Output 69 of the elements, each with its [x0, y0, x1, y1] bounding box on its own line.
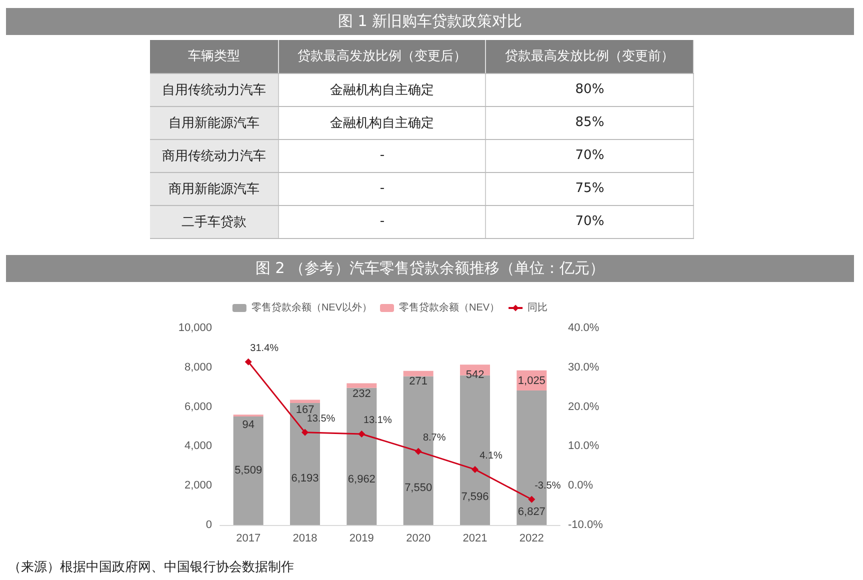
- data-label: -3.5%: [534, 480, 561, 492]
- data-label: 7,596: [461, 491, 489, 504]
- category-label: 自用新能源汽车: [168, 116, 260, 130]
- text: 车辆类型: [150, 40, 278, 73]
- text: 图 1 新旧购车贷款政策对比: [6, 8, 854, 35]
- y2-tick-label: 10.0%: [568, 440, 600, 452]
- text: -: [380, 214, 385, 229]
- point: [302, 428, 308, 436]
- y-tick-label: 2,000: [184, 480, 212, 492]
- text: 金融机构自主确定: [330, 116, 434, 130]
- text: 80%: [575, 82, 604, 97]
- y2-tick-label: -10.0%: [568, 519, 604, 531]
- y-tick-label: 10,000: [178, 322, 212, 334]
- y-tick-label: 6,000: [184, 400, 212, 413]
- data-label: 4.1%: [480, 450, 503, 462]
- data-label: 232: [352, 388, 371, 400]
- y-tick-label: 8,000: [184, 361, 212, 374]
- data-label: 6,193: [291, 472, 319, 485]
- data-label: 1,025: [518, 374, 546, 387]
- data-label: 6,962: [348, 473, 376, 486]
- data-label: 6,827: [518, 506, 546, 518]
- point: [528, 496, 536, 503]
- y2-tick-label: 0.0%: [568, 480, 594, 492]
- y2-tick-label: 20.0%: [568, 400, 600, 413]
- data-label: 5,509: [234, 464, 262, 477]
- y-tick-label: 4,000: [184, 440, 212, 452]
- text: -: [380, 181, 385, 196]
- legend-label: 同比: [528, 302, 548, 314]
- y-tick-label: 0: [206, 519, 212, 531]
- legend-label: 零售贷款余额（NEV）: [399, 302, 500, 314]
- category-label: 自用传统动力汽车: [162, 82, 266, 98]
- bar: [403, 370, 434, 376]
- category-label: 贷款最高发放比例（变更前）: [486, 40, 694, 73]
- point: [244, 358, 252, 366]
- data-label: 13.1%: [363, 414, 392, 426]
- x-tick-label: 2022: [519, 532, 544, 544]
- bar: [233, 416, 264, 525]
- text: 金融机构自主确定: [330, 82, 434, 98]
- legend-label: 零售贷款余额（NEV以外）: [251, 302, 372, 314]
- point: [358, 430, 366, 438]
- y2-tick-label: 40.0%: [568, 322, 600, 334]
- x-tick-label: 2021: [462, 532, 488, 544]
- text: （来源）根据中国政府网、中国银行协会数据制作: [8, 559, 294, 576]
- bar: [290, 400, 320, 403]
- x-tick-label: 2017: [236, 532, 261, 544]
- category-label: 商用传统动力汽车: [162, 148, 266, 164]
- bar: [346, 383, 377, 388]
- data-label: 542: [466, 369, 484, 382]
- data-label: 13.5%: [306, 413, 336, 424]
- text: 75%: [575, 181, 604, 196]
- y2-tick-label: 30.0%: [568, 361, 600, 374]
- text: -: [380, 148, 385, 163]
- point: [414, 448, 422, 455]
- data-label: 271: [409, 375, 428, 388]
- text: 70%: [575, 148, 604, 163]
- category-label: 贷款最高发放比例（变更后）: [278, 40, 486, 73]
- text: 70%: [575, 214, 604, 229]
- data-label: 7,550: [404, 482, 432, 494]
- x-tick-label: 2018: [292, 532, 318, 544]
- text: 85%: [575, 115, 604, 130]
- x-tick-label: 2019: [349, 532, 374, 544]
- point: [472, 466, 478, 473]
- x-tick-label: 2020: [406, 532, 431, 544]
- data-label: 31.4%: [250, 342, 279, 354]
- category-label: 商用新能源汽车: [168, 182, 260, 196]
- chart-title: 图 2 （参考）汽车零售贷款余额推移（单位：亿元）: [6, 255, 854, 282]
- category-label: 二手车贷款: [181, 214, 246, 230]
- data-label: 94: [242, 419, 254, 432]
- data-label: 8.7%: [422, 432, 446, 444]
